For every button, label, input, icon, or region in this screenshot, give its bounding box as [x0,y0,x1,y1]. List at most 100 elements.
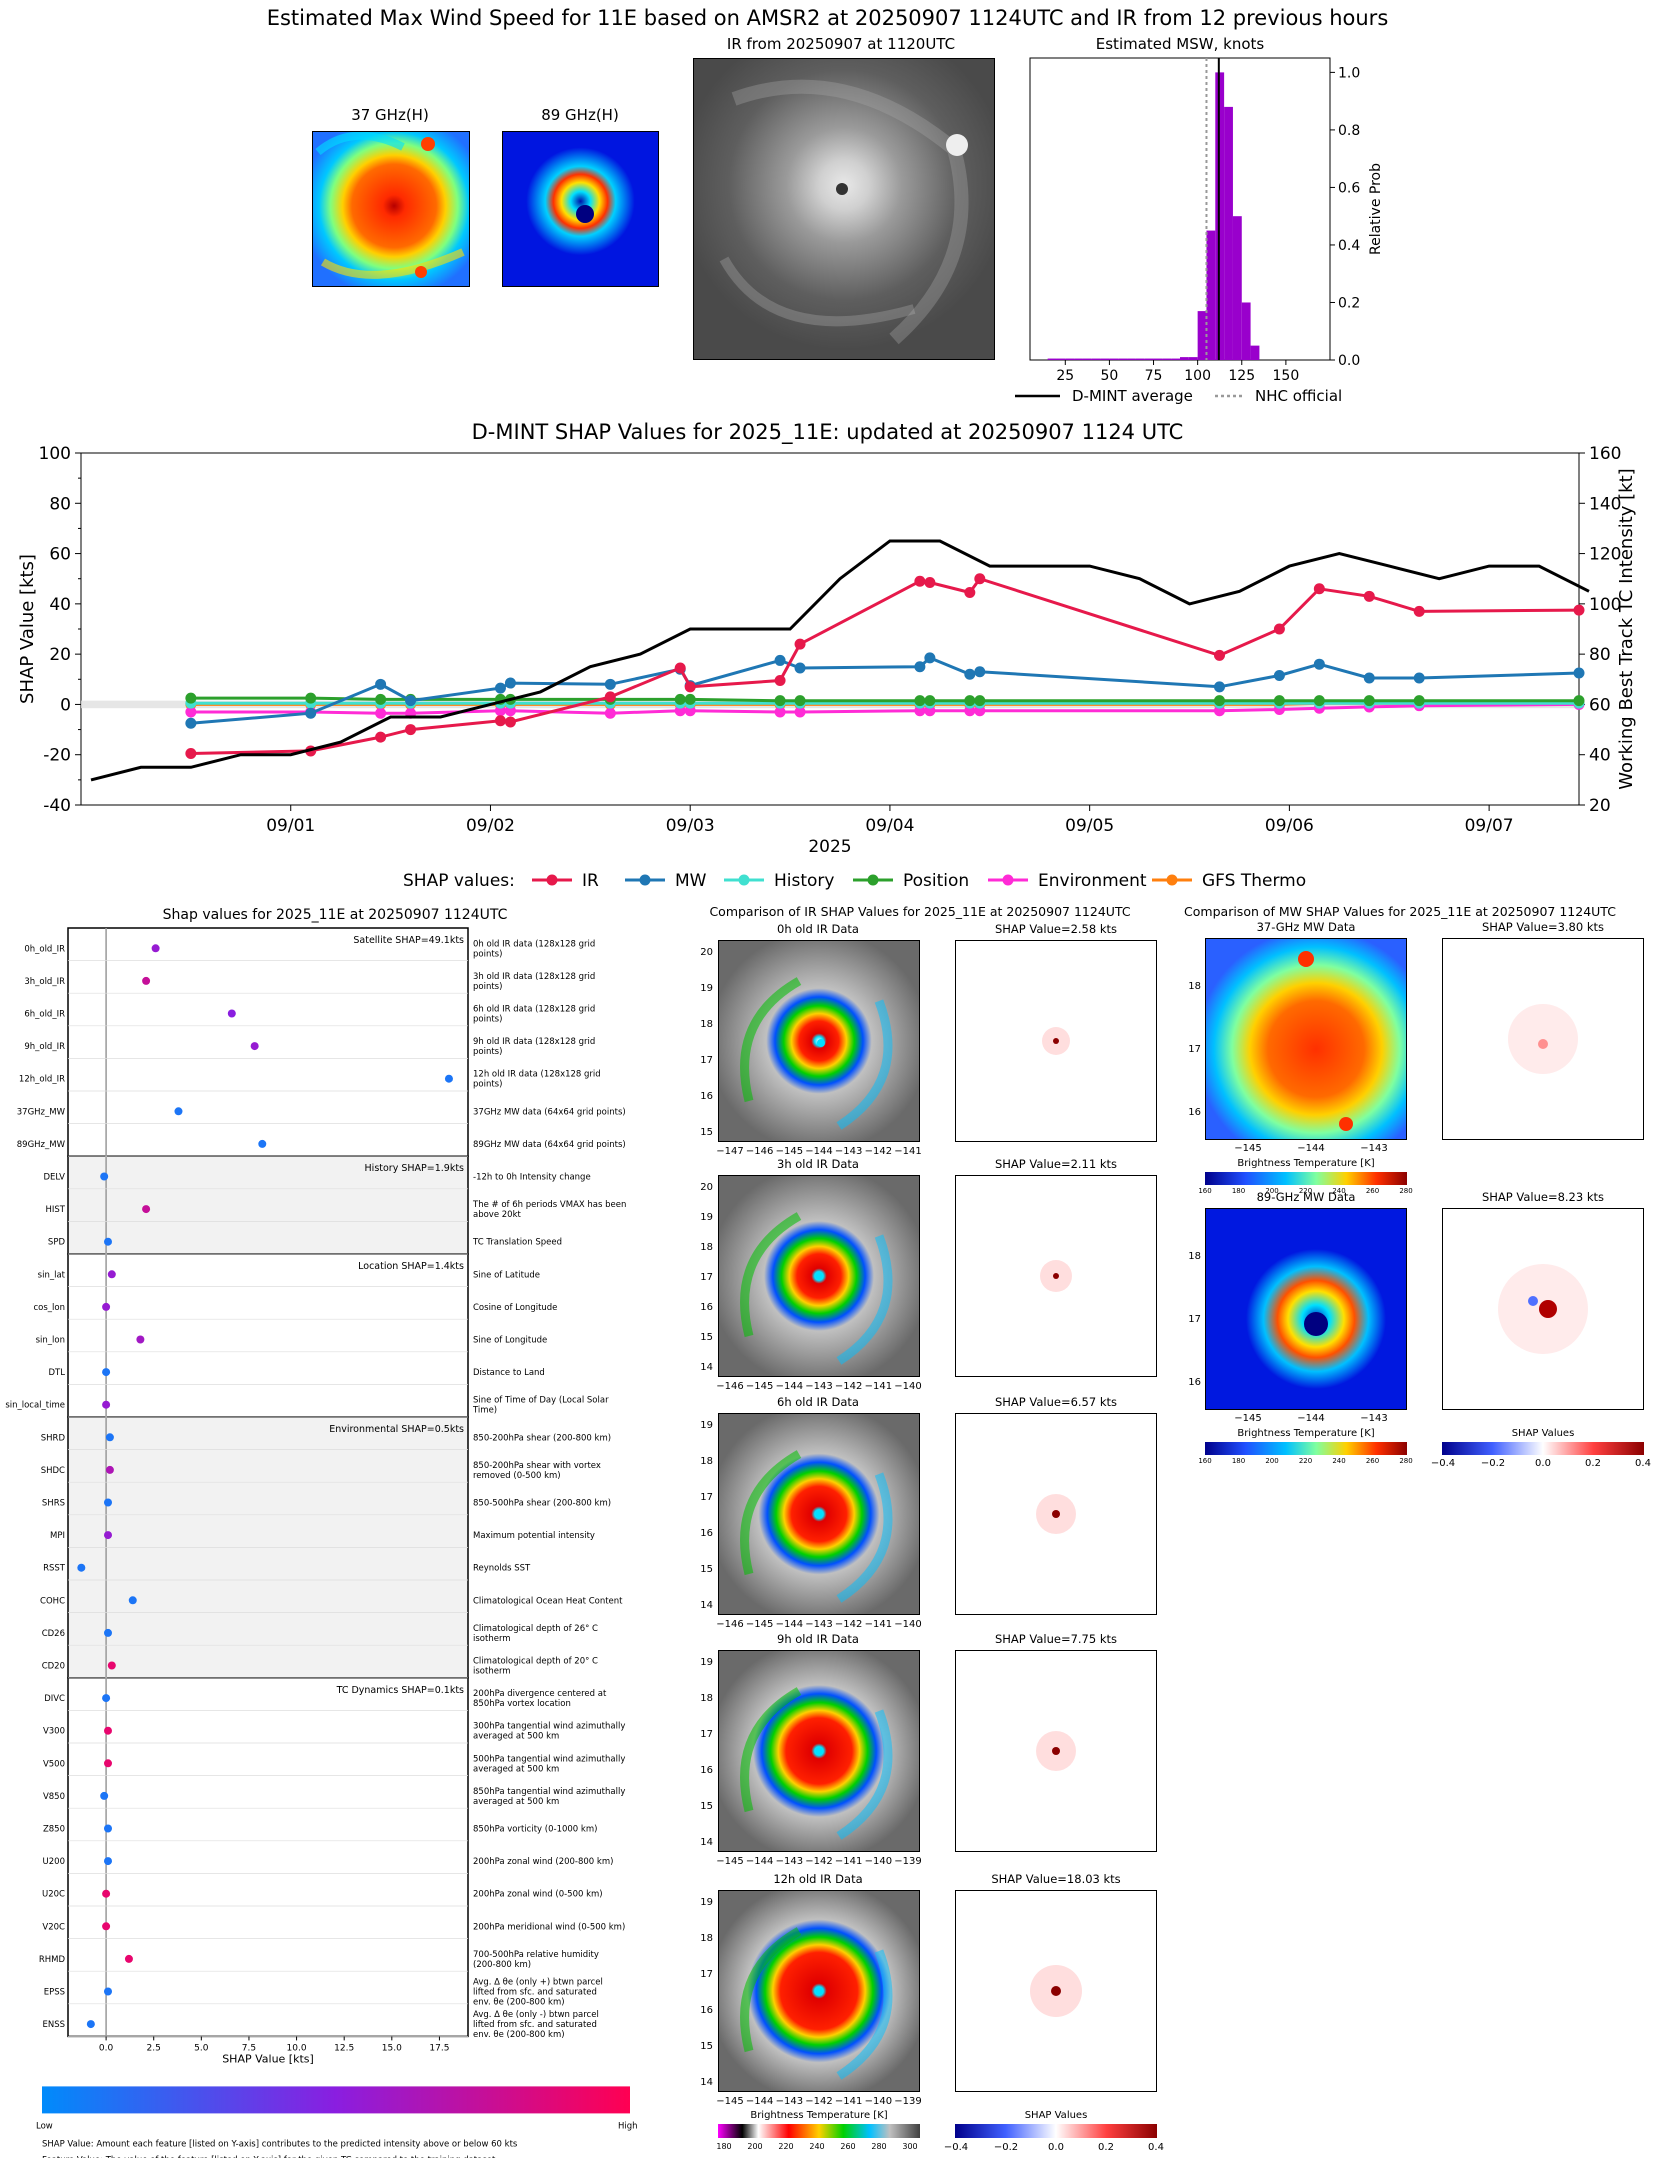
feature-name-label: 12h_old_IR [19,1075,65,1085]
y-tick-label: 0.8 [1338,123,1360,139]
ir-x-tick-label: −143 [805,1619,833,1630]
mw-y-tick-label: 18 [1188,1251,1201,1262]
histogram-bar [1188,357,1198,360]
ir-image-title: IR from 20250907 at 1120UTC [726,35,956,53]
feature-name-label: HIST [46,1205,66,1215]
feature-name-label: U200 [43,1857,65,1867]
y-axis-label: Relative Prob [1368,163,1380,255]
histogram-bar [1180,357,1189,360]
feature-shap-dot [77,1563,86,1572]
ir-x-tick-label: −139 [894,1856,922,1867]
histogram-bar [1135,358,1145,360]
feature-description: isotherm [473,1667,511,1677]
feature-description: Sine of Time of Day (Local Solar [473,1396,609,1406]
ir-x-tick-label: −142 [805,1856,833,1867]
feature-description: Avg. Δ θe (only -) btwn parcel [473,2010,599,2020]
series-point-position [964,695,976,707]
ir-x-tick-label: −144 [775,1381,804,1392]
series-point-environment [185,706,197,718]
feature-name-label: ENSS [42,2020,65,2030]
feature-shap-dot [107,1270,116,1279]
series-point-ir [684,681,696,693]
mw-cbar-tick: 180 [1231,1187,1246,1195]
series-point-ir [924,576,936,588]
histogram-bar [1144,358,1154,360]
series-point-environment [604,707,616,719]
x-tick-label: 09/02 [466,816,515,836]
shap-panel-title: Shap values for 2025_11E at 20250907 112… [162,907,508,923]
feature-description: 850-200hPa shear with vortex [473,1461,601,1471]
feature-description: 300hPa tangential wind azimuthally [473,1722,625,1732]
series-point-position [684,693,696,705]
colorbar-low-label: Low [36,2121,53,2131]
mw-brightness-colorbar [1205,1172,1407,1185]
feature-description: 850hPa tangential wind azimuthally [473,1787,625,1797]
series-point-position [924,695,936,707]
feature-description: 500hPa tangential wind azimuthally [473,1754,625,1764]
legend-label-position: Position [903,871,969,891]
feature-description: 0h old IR data (128x128 grid [473,939,595,949]
feature-name-label: RHMD [39,1955,66,1965]
feature-shap-dot [444,1074,453,1083]
y2-tick-label: 140 [1589,494,1621,514]
feature-group-label: Location SHAP=1.4kts [358,1261,464,1272]
series-point-environment [494,705,506,717]
legend-label-gfs: GFS Thermo [1202,871,1306,891]
x-tick-label: 25 [1056,368,1074,384]
feature-shap-dot [102,1368,111,1377]
feature-description: Climatological depth of 26° C [473,1624,598,1634]
feature-description: Climatological depth of 20° C [473,1657,598,1667]
x-tick-label: 09/01 [266,816,315,836]
feature-shap-dot [102,1694,111,1703]
legend-marker-history [738,874,750,886]
thumb-37-image [312,131,470,287]
ir-data-image [718,1175,920,1377]
ir-satellite-image [693,58,995,360]
y-tick-label: -20 [43,746,71,766]
series-point-ir [405,724,417,736]
feature-description: 6h old IR data (128x128 grid [473,1005,595,1015]
colorbar-high-label: High [618,2121,638,2131]
feature-name-label: COHC [40,1596,65,1606]
msw-histogram: 25 50 75 100 125 150 0.0 0.2 0.4 0.6 0.8 1.0 Relativ… [1015,57,1380,405]
feature-shap-dot [128,1596,137,1605]
feature-name-label: sin_lon [36,1336,65,1346]
ir-y-tick-label: 15 [700,1127,713,1138]
x-tick-label: 09/07 [1465,816,1514,836]
histogram-frame [1029,57,1331,361]
feature-shap-dot [151,944,160,953]
feature-name-label: SHRS [42,1499,65,1509]
feature-name-label: CD26 [42,1629,65,1639]
series-point-environment [914,705,926,717]
thumb-89-title: 89 GHz(H) [541,106,619,124]
mw-cbar-tick: 240 [1332,1187,1346,1195]
x-tick-label: 09/05 [1065,816,1114,836]
series-point-mw [1313,658,1325,670]
ir-x-tick-label: −147 [716,1146,744,1157]
mw-shap-title: SHAP Value=8.23 kts [1481,1190,1605,1204]
mw-shap-cbar-tick: −0.4 [1430,1458,1456,1469]
mw-cbar-tick: 260 [1365,1457,1380,1465]
feature-description: (200-800 km) [473,1960,531,1970]
feature-description: Sine of Latitude [473,1270,540,1280]
ir-x-tick-label: −145 [775,1146,804,1157]
feature-name-label: 89GHz_MW [17,1140,66,1150]
feature-shap-dot [258,1139,267,1148]
series-point-ir [774,675,786,687]
mw-shap-image [1442,938,1644,1140]
x-tick-label: 125 [1228,368,1255,384]
histogram-bar [1232,216,1242,360]
series-point-position [914,695,926,707]
feature-shap-dot [105,1465,114,1474]
feature-description: points) [473,982,502,992]
ir-panel-title: 9h old IR Data [777,1632,859,1646]
series-point-environment [794,706,806,718]
histogram-bar [1091,358,1101,360]
series-point-ir [375,731,387,743]
feature-name-label: 9h_old_IR [24,1042,65,1052]
ir-y-tick-label: 15 [700,1332,713,1343]
histogram-bar [1082,358,1092,360]
feature-description: 37GHz MW data (64x64 grid points) [473,1107,626,1117]
feature-name-label: V20C [42,1922,65,1932]
feature-shap-dot [104,1759,112,1768]
